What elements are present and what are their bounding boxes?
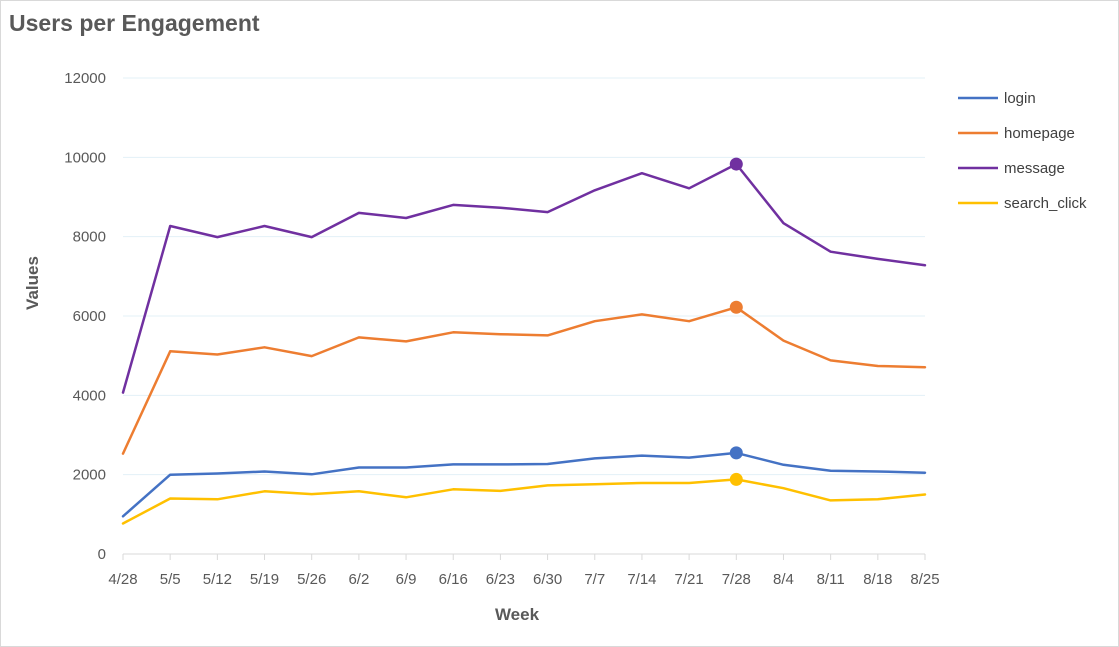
- x-tick-label: 5/19: [250, 571, 279, 588]
- legend: login homepage message search_click: [958, 90, 1087, 212]
- x-tick-label: 6/2: [348, 571, 369, 588]
- legend-label-login: login: [1004, 90, 1036, 107]
- y-tick-label: 0: [98, 546, 106, 563]
- x-axis-title: Week: [495, 605, 540, 624]
- x-tick-label: 6/9: [396, 571, 417, 588]
- highlight-markers: [729, 157, 743, 486]
- x-tick-label: 8/11: [817, 571, 845, 588]
- highlight-point-message: [729, 157, 743, 171]
- x-tick-label: 8/25: [910, 571, 939, 588]
- x-tick-label: 5/26: [297, 571, 326, 588]
- x-tick-label: 7/28: [722, 571, 751, 588]
- series-line-homepage: [121, 306, 927, 455]
- x-tick-label: 5/5: [160, 571, 181, 588]
- series-lines: [121, 162, 927, 525]
- series-line-login: [121, 451, 927, 518]
- y-axis-title: Values: [23, 256, 42, 310]
- x-tick-label: 6/30: [533, 571, 562, 588]
- y-tick-label: 2000: [73, 467, 106, 484]
- chart-title: Users per Engagement: [9, 10, 260, 36]
- y-tick-label: 8000: [73, 229, 106, 246]
- series-line-message: [121, 162, 927, 394]
- x-axis: 4/28 5/5 5/12 5/19 5/26 6/2 6/9 6/16 6/23 6/30 7/7…: [108, 553, 940, 588]
- legend-label-search_click: search_click: [1004, 195, 1087, 212]
- highlight-point-login: [729, 446, 743, 460]
- y-tick-label: 12000: [64, 70, 106, 87]
- x-tick-label: 7/14: [627, 571, 656, 588]
- legend-label-message: message: [1004, 160, 1065, 177]
- x-tick-label: 7/21: [675, 571, 704, 588]
- x-tick-label: 6/16: [439, 571, 468, 588]
- y-tick-label: 6000: [73, 308, 106, 325]
- x-tick-label: 8/18: [863, 571, 892, 588]
- gridlines: [123, 77, 925, 476]
- x-tick-label: 4/28: [108, 571, 137, 588]
- y-tick-label: 10000: [64, 149, 106, 166]
- y-axis-ticks: 0 2000 4000 6000 8000 10000 12000: [64, 70, 106, 563]
- x-tick-label: 7/7: [584, 571, 605, 588]
- x-tick-label: 8/4: [773, 571, 794, 588]
- y-tick-label: 4000: [73, 387, 106, 404]
- series-line-search_click: [121, 478, 927, 525]
- legend-label-homepage: homepage: [1004, 125, 1075, 142]
- x-tick-label: 5/12: [203, 571, 232, 588]
- x-tick-label: 6/23: [486, 571, 515, 588]
- highlight-point-homepage: [729, 300, 743, 314]
- highlight-point-search_click: [729, 472, 743, 486]
